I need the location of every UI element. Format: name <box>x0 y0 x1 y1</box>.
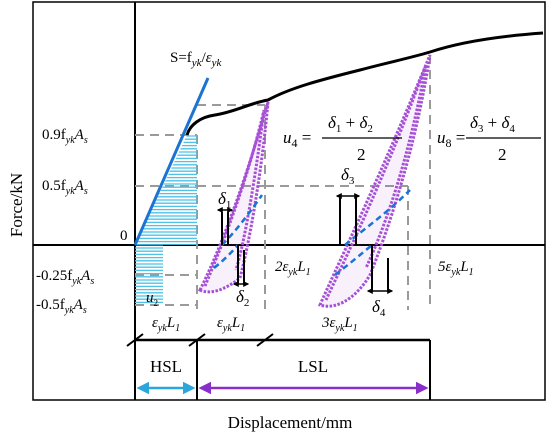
svg-text:u8 =: u8 = <box>437 128 465 150</box>
hsl-label: HSL <box>150 357 182 376</box>
mark-5eykL1: 5εykL1 <box>438 259 474 278</box>
stiffness-line <box>133 77 210 246</box>
delta-1-label: δ1 <box>218 189 231 211</box>
envelope-curve <box>185 31 544 136</box>
mark-3eykL1: 3εykL1 <box>321 315 358 334</box>
u2-label: u2 <box>146 290 158 308</box>
unload-curve-1 <box>221 194 264 246</box>
stage-bar <box>126 333 431 400</box>
svg-text:S=fyk/εyk: S=fyk/εyk <box>170 50 223 69</box>
y-axis-title: Force/kN <box>7 173 26 237</box>
x-axis-title: Displacement/mm <box>228 413 353 432</box>
u4-formula: u4 = δ1 + δ2 2 <box>283 113 402 164</box>
tick-m025fykAs: -0.25fykAs <box>36 268 94 287</box>
mark-2eykL1: 2εykL1 <box>275 259 311 278</box>
u8-formula: u8 = δ3 + δ4 2 <box>437 113 541 164</box>
plot-frame <box>32 1 546 401</box>
stiffness-label: S=fyk/εyk <box>170 50 223 69</box>
hysteresis-loop-1b <box>203 109 266 287</box>
delta-3-label: δ3 <box>341 165 355 187</box>
delta-2-label: δ2 <box>236 287 249 309</box>
svg-text:δ1 + δ2: δ1 + δ2 <box>328 113 373 135</box>
unload-curve-2b <box>334 244 373 276</box>
hsl-hatch <box>135 135 197 304</box>
delta-markers <box>216 193 394 294</box>
unload-curve-1b <box>213 244 239 269</box>
svg-text:2: 2 <box>357 145 366 164</box>
svg-text:2: 2 <box>498 145 507 164</box>
tick-zero: 0 <box>120 228 128 244</box>
hysteresis-loop-2 <box>317 54 432 308</box>
tick-m05fykAs: -0.5fykAs <box>36 297 87 316</box>
svg-text:u4 =: u4 = <box>283 128 311 150</box>
mark-eykL1-b: εykL1 <box>217 315 245 334</box>
lsl-label: LSL <box>298 357 328 376</box>
delta-4-label: δ4 <box>372 297 386 319</box>
mark-eykL1-a: εykL1 <box>152 315 180 334</box>
unload-curve-2 <box>344 189 411 246</box>
tick-05fykAs: 0.5fykAs <box>42 178 88 197</box>
tick-09fykAs: 0.9fykAs <box>42 127 88 146</box>
svg-text:δ3 + δ4: δ3 + δ4 <box>470 113 515 135</box>
